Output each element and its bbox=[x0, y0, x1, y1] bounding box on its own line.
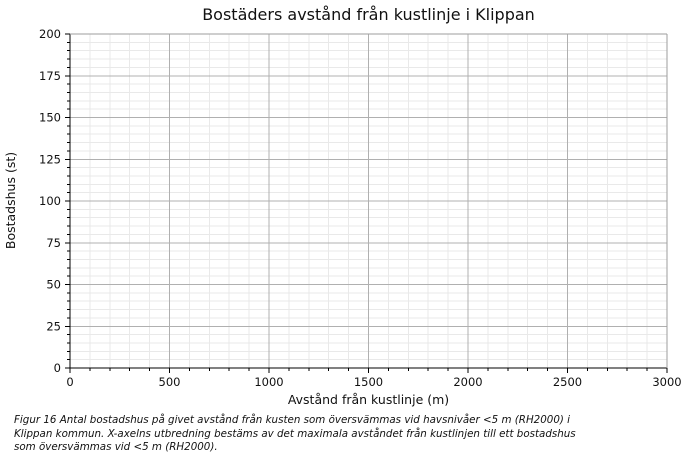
y-tick-label: 125 bbox=[39, 152, 61, 166]
y-tick-label: 75 bbox=[46, 236, 61, 250]
y-tick-label: 175 bbox=[39, 69, 61, 83]
x-tick-label: 500 bbox=[159, 375, 181, 389]
x-tick-label: 3000 bbox=[652, 375, 681, 389]
caption-line-3: som översvämmas vid <5 m (RH2000). bbox=[14, 441, 218, 453]
chart-title: Bostäders avstånd från kustlinje i Klipp… bbox=[202, 5, 535, 24]
caption-line-2: Klippan kommun. X-axelns utbredning best… bbox=[14, 427, 576, 440]
x-tick-label: 2000 bbox=[453, 375, 482, 389]
y-tick-label: 50 bbox=[46, 278, 61, 292]
caption-line-1: Figur 16 Antal bostadshus på givet avstå… bbox=[14, 414, 571, 426]
y-tick-label: 0 bbox=[54, 361, 61, 375]
x-tick-label: 2500 bbox=[553, 375, 582, 389]
y-axis-label: Bostadshus (st) bbox=[3, 151, 19, 250]
y-tick-label: 25 bbox=[46, 319, 61, 333]
y-axis-label-wrap: Bostadshus (st) bbox=[0, 34, 22, 367]
y-tick-label: 100 bbox=[39, 194, 61, 208]
figure-caption: Figur 16 Antal bostadshus på givet avstå… bbox=[14, 414, 576, 455]
x-tick-label: 1500 bbox=[354, 375, 383, 389]
x-axis-label: Avstånd från kustlinje (m) bbox=[287, 392, 450, 407]
y-tick-label: 200 bbox=[39, 27, 61, 41]
x-tick-label: 0 bbox=[66, 375, 73, 389]
x-tick-label: 1000 bbox=[254, 375, 283, 389]
y-tick-label: 150 bbox=[39, 111, 61, 125]
